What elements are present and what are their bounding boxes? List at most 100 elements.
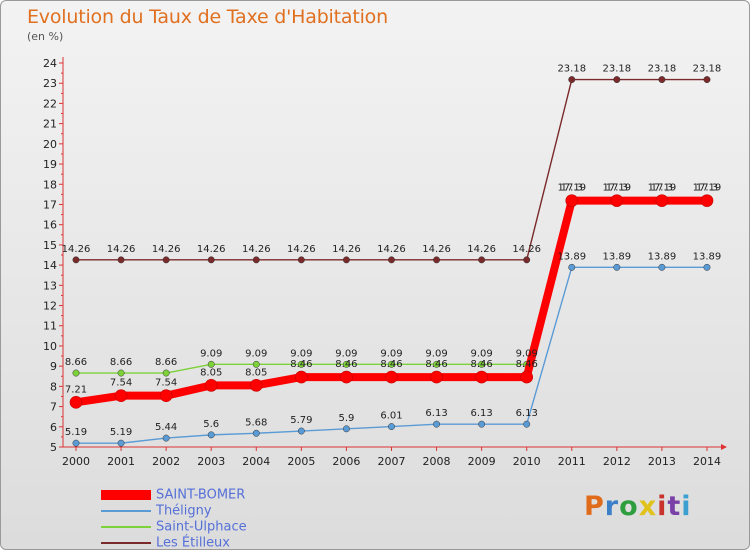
x-tick-label: 2005: [287, 455, 315, 468]
legend-item-saint-bomer: SAINT-BOMER: [101, 487, 341, 503]
x-tick-label: 2000: [62, 455, 90, 468]
data-label-les-etilleux: 14.26: [152, 244, 181, 255]
data-label-saint-bomer: 7.21: [65, 384, 87, 395]
data-point-saint-ulphace: [297, 360, 305, 368]
data-label-les-etilleux: 23.18: [693, 64, 722, 75]
legend-swatch: [101, 526, 151, 528]
data-point-saint-bomer: [520, 370, 534, 384]
data-point-saint-ulphace: [207, 360, 215, 368]
x-tick-label: 2001: [107, 455, 135, 468]
data-label-les-etilleux: 14.26: [332, 244, 361, 255]
data-point-saint-bomer: [249, 379, 263, 392]
data-label-theligny: 13.89: [557, 251, 586, 262]
data-label-saint-bomer: 8.05: [245, 367, 267, 378]
data-label-saint-bomer: 17.19: [693, 183, 722, 194]
data-label-saint-bomer: 8.46: [290, 359, 312, 370]
data-point-theligny: [252, 429, 260, 437]
logo-letter: i: [681, 491, 692, 522]
y-tick-label: 24: [43, 57, 57, 70]
data-label-les-etilleux: 14.26: [422, 244, 451, 255]
x-axis-arrow-icon: [721, 444, 727, 450]
chart-subtitle: (en %): [27, 30, 64, 43]
data-label-saint-ulphace: 9.09: [290, 348, 312, 359]
logo-letter: o: [619, 491, 639, 522]
data-point-les-etilleux: [72, 256, 80, 264]
data-label-saint-bomer: 8.46: [380, 359, 402, 370]
x-tick-label: 2009: [468, 455, 496, 468]
data-point-saint-ulphace: [252, 360, 260, 368]
legend-item-saint-ulphace: Saint-Ulphace: [101, 519, 341, 535]
data-point-theligny: [207, 431, 215, 439]
data-point-theligny: [658, 263, 666, 271]
y-tick-label: 16: [43, 219, 57, 232]
data-point-les-etilleux: [252, 256, 260, 264]
x-tick-label: 2010: [513, 455, 541, 468]
legend-item-les-etilleux: Les Étilleux: [101, 535, 341, 549]
data-label-saint-bomer: 8.46: [470, 359, 492, 370]
y-tick-label: 14: [43, 259, 57, 272]
data-label-les-etilleux: 23.18: [603, 64, 632, 75]
data-point-saint-bomer: [114, 389, 128, 402]
data-label-theligny: 13.89: [648, 251, 677, 262]
legend-label: SAINT-BOMER: [156, 487, 246, 503]
data-label-saint-ulphace: 9.09: [335, 348, 357, 359]
data-label-saint-ulphace: 9.09: [200, 348, 222, 359]
data-point-les-etilleux: [478, 256, 486, 264]
data-point-saint-ulphace: [342, 360, 350, 368]
data-point-les-etilleux: [523, 256, 531, 264]
data-point-saint-bomer: [69, 396, 83, 409]
data-label-saint-ulphace: 8.66: [65, 357, 87, 368]
data-point-theligny: [433, 420, 441, 428]
data-point-theligny: [162, 434, 170, 442]
legend-label: Théligny: [156, 503, 212, 519]
data-point-les-etilleux: [658, 76, 666, 84]
data-label-saint-ulphace: 9.09: [245, 348, 267, 359]
x-tick-label: 2007: [377, 455, 405, 468]
data-point-saint-ulphace: [72, 369, 80, 377]
data-label-theligny: 5.68: [245, 417, 267, 428]
data-label-saint-ulphace: 17.3: [696, 182, 718, 193]
y-tick-label: 21: [43, 118, 57, 131]
data-label-les-etilleux: 14.26: [242, 244, 271, 255]
y-tick-label: 18: [43, 178, 57, 191]
data-point-saint-bomer: [430, 370, 443, 384]
data-point-les-etilleux: [297, 256, 305, 264]
y-tick-label: 7: [50, 401, 57, 414]
y-tick-label: 10: [43, 340, 57, 353]
data-label-les-etilleux: 14.26: [512, 244, 541, 255]
data-label-les-etilleux: 14.26: [107, 244, 136, 255]
data-label-saint-bomer: 17.19: [648, 183, 677, 194]
data-point-theligny: [703, 263, 711, 271]
y-tick-label: 22: [43, 97, 57, 110]
series-line-les-etilleux: [76, 78, 707, 261]
data-label-theligny: 13.89: [603, 251, 632, 262]
x-tick-label: 2008: [423, 455, 451, 468]
x-tick-label: 2014: [693, 455, 721, 468]
data-point-les-etilleux: [703, 76, 711, 84]
data-label-theligny: 5.44: [155, 422, 177, 433]
data-label-theligny: 5.9: [338, 413, 354, 424]
y-tick-label: 17: [43, 198, 57, 211]
logo-letter: P: [584, 491, 605, 522]
y-tick-label: 6: [50, 421, 57, 434]
data-point-les-etilleux: [342, 256, 350, 264]
logo-letter: i: [657, 491, 668, 522]
data-label-saint-bomer: 17.19: [603, 183, 632, 194]
data-label-saint-bomer: 7.54: [110, 378, 132, 389]
data-point-theligny: [568, 263, 576, 271]
x-tick-label: 2012: [603, 455, 631, 468]
data-point-saint-bomer: [655, 194, 669, 207]
data-label-theligny: 5.19: [65, 427, 87, 438]
data-label-saint-ulphace: 17.3: [651, 182, 673, 193]
logo-letter: t: [667, 491, 682, 522]
data-label-saint-ulphace: 9.09: [516, 348, 538, 359]
y-tick-label: 20: [43, 138, 57, 151]
data-point-saint-bomer: [565, 194, 579, 207]
data-label-saint-bomer: 8.46: [425, 359, 447, 370]
data-point-saint-ulphace: [433, 360, 441, 368]
chart-legend: SAINT-BOMER Théligny Saint-Ulphace Les Étil…: [101, 487, 341, 549]
data-label-les-etilleux: 14.26: [377, 244, 406, 255]
data-label-saint-ulphace: 17.3: [561, 182, 583, 193]
data-label-saint-bomer: 7.54: [155, 378, 177, 389]
data-point-theligny: [613, 263, 621, 271]
